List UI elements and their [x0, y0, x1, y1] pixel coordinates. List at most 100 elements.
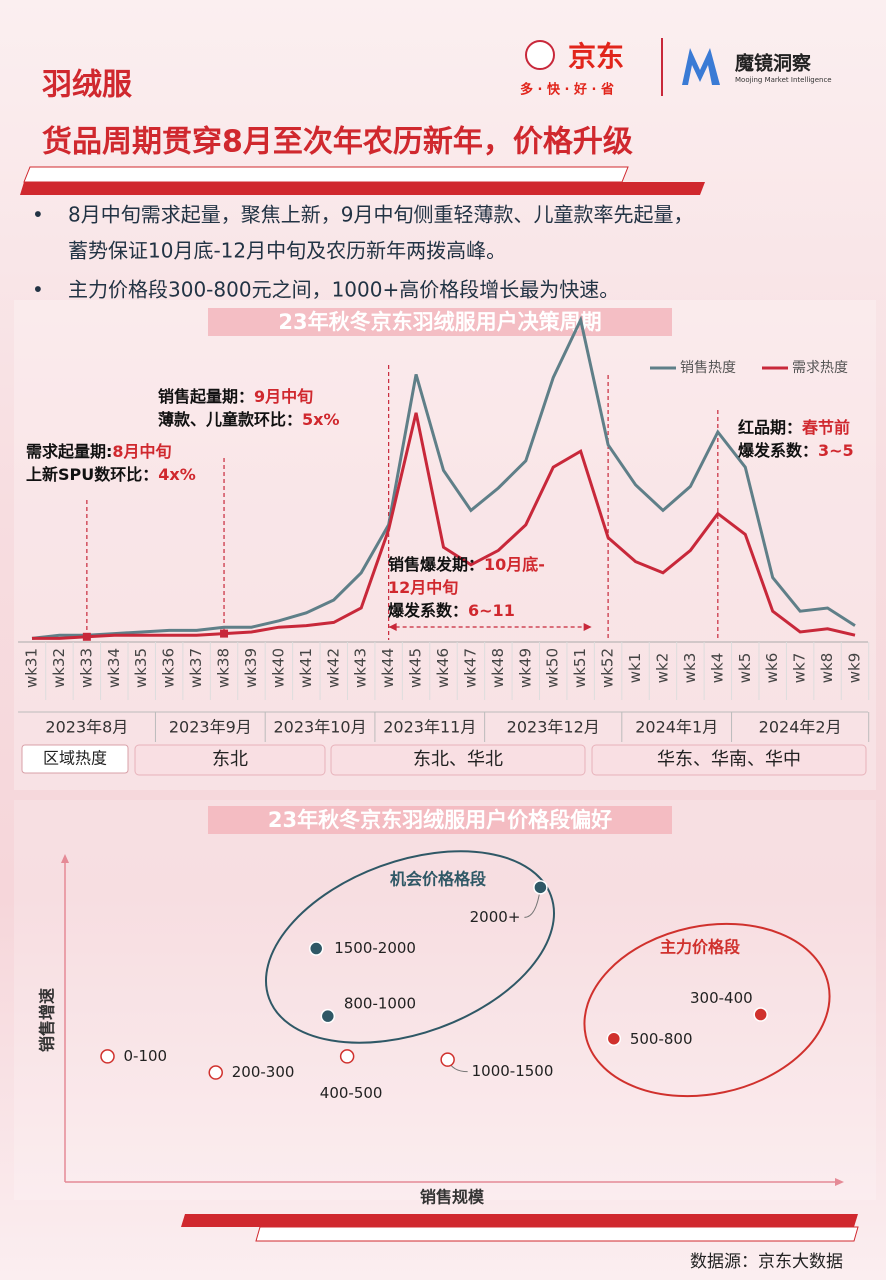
region: 东北、华北 — [413, 749, 503, 770]
x-tick-label: wk7 — [791, 653, 809, 684]
headline: 货品周期贯穿8月至次年农历新年，价格升级 — [42, 125, 633, 160]
footer-bar — [255, 1226, 859, 1242]
month-label: 2023年10月 — [274, 718, 367, 737]
x-tick-label: wk39 — [242, 648, 260, 688]
point — [308, 941, 324, 956]
x-tick-label: wk47 — [461, 648, 479, 688]
point — [320, 1008, 336, 1024]
x-axis-label: 销售规模 — [420, 1188, 485, 1207]
x-tick-label: wk44 — [379, 648, 397, 688]
month-label: 2023年12月 — [507, 718, 600, 737]
point-label: 300-400 — [690, 989, 753, 1007]
annotation-label: 爆发系数： — [738, 441, 818, 460]
region-label-box — [21, 744, 129, 774]
group-ellipse — [583, 922, 831, 1098]
point-marker — [82, 632, 91, 641]
category: 羽绒服 — [42, 68, 133, 103]
point-label: 1500-2000 — [334, 939, 416, 957]
brand-icon — [525, 40, 555, 70]
x-tick-label: wk37 — [187, 648, 205, 688]
annotation-value: 4x% — [158, 465, 195, 484]
month-label: 2023年9月 — [169, 718, 252, 737]
point — [533, 880, 548, 895]
x-tick-label: wk42 — [324, 648, 342, 688]
bullet-dot: • — [32, 278, 44, 302]
bullet-text: 蓄势保证10月底-12月中旬及农历新年两拨高峰。 — [68, 239, 506, 263]
annotation: 销售爆发期：10月底- — [388, 555, 545, 574]
source: 数据源：京东大数据 — [690, 1252, 843, 1272]
annotation-value: 春节前 — [801, 418, 850, 437]
x-tick-label: wk33 — [77, 648, 95, 688]
x-tick-label: wk31 — [23, 648, 41, 688]
x-tick-label: wk49 — [516, 648, 534, 688]
slogan: 多 · 快 · 好 · 省 — [520, 82, 614, 98]
annotation: 薄款、儿童款环比：5x% — [158, 410, 340, 429]
annotation: 上新SPU数环比：4x% — [26, 465, 196, 484]
annotation-value: 10月底- — [484, 555, 545, 574]
point — [440, 1052, 455, 1067]
x-tick-label: wk9 — [846, 653, 864, 684]
annotation-label: 销售起量期： — [158, 387, 254, 406]
x-tick-label: wk50 — [544, 648, 562, 688]
annotation-label: 需求起量期: — [26, 442, 112, 461]
point-label: 1000-1500 — [472, 1062, 554, 1080]
month-label: 2023年8月 — [45, 718, 128, 737]
x-tick-label: wk1 — [626, 653, 644, 684]
annotation: 爆发系数：3~5 — [738, 441, 854, 460]
x-tick-label: wk40 — [269, 648, 287, 688]
annotation-value: 6~11 — [468, 601, 515, 620]
partner-icon — [682, 48, 720, 85]
bullet-text: 主力价格段300-800元之间，1000+高价格段增长最为快速。 — [68, 278, 619, 302]
x-tick-label: wk2 — [653, 653, 671, 684]
x-tick-label: wk35 — [132, 648, 150, 688]
x-tick-label: wk48 — [489, 648, 507, 688]
annotation-value: 8月中旬 — [112, 442, 171, 461]
legend-label: 需求热度 — [792, 360, 848, 376]
bullet-text: 8月中旬需求起量，聚焦上新，9月中旬侧重轻薄款、儿童款率先起量， — [68, 203, 693, 227]
point — [339, 1049, 355, 1064]
annotation-value: 5x% — [302, 410, 339, 429]
month-label: 2024年2月 — [759, 718, 842, 737]
bullet-dot: • — [32, 203, 44, 227]
point — [606, 1031, 622, 1046]
point-label: 0-100 — [124, 1047, 168, 1065]
panel — [14, 800, 876, 1200]
annotation: 需求起量期:8月中旬 — [26, 442, 172, 461]
title-box — [208, 806, 672, 834]
point-label: 800-1000 — [344, 995, 416, 1013]
point — [753, 1007, 768, 1022]
partner-en: Moojing Market Intelligence — [735, 76, 832, 84]
x-tick-label: wk4 — [708, 653, 726, 684]
brand: 京东 — [568, 40, 624, 73]
chart-title: 23年秋冬京东羽绒服用户决策周期 — [278, 310, 601, 334]
annotation-value: 3~5 — [818, 441, 854, 460]
annotation-label: 薄款、儿童款环比： — [158, 410, 302, 429]
footer-bar — [181, 1214, 858, 1227]
x-tick-label: wk43 — [352, 648, 370, 688]
point — [208, 1065, 223, 1080]
group-ellipse — [265, 850, 555, 1044]
x-tick-label: wk32 — [50, 648, 68, 688]
point-label: 400-500 — [320, 1084, 383, 1102]
annotation: 红品期：春节前 — [738, 418, 850, 437]
group-label: 机会价格格段 — [390, 870, 487, 889]
point — [100, 1049, 115, 1064]
partner: 魔镜洞察 — [735, 52, 812, 75]
region: 东北 — [212, 749, 248, 770]
annotation-label: 爆发系数： — [388, 601, 468, 620]
x-tick-label: wk51 — [571, 648, 589, 688]
x-tick-label: wk3 — [681, 653, 699, 684]
series-line — [32, 412, 856, 640]
x-tick-label: wk41 — [297, 648, 315, 688]
x-tick-label: wk6 — [763, 653, 781, 684]
x-tick-label: wk45 — [407, 648, 425, 688]
group-label: 主力价格段 — [660, 938, 741, 957]
annotation-label: 上新SPU数环比： — [26, 465, 158, 484]
banner-bar — [20, 182, 705, 195]
annotation: 12月中旬 — [388, 578, 458, 597]
x-tick-label: wk38 — [215, 648, 233, 688]
region-box — [591, 744, 867, 776]
annotation: 销售起量期：9月中旬 — [158, 387, 313, 406]
